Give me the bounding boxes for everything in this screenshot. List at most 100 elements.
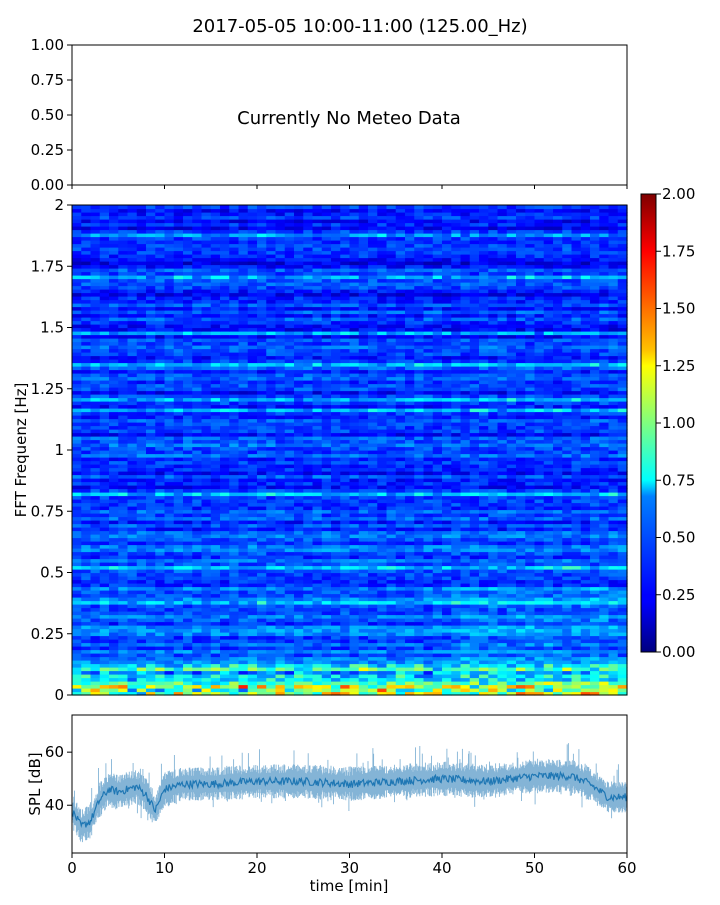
heatmap-cell <box>590 566 600 570</box>
heatmap-cell <box>257 643 267 647</box>
heatmap-cell <box>211 688 221 692</box>
heatmap-cell <box>211 527 221 531</box>
heatmap-cell <box>248 457 258 461</box>
heatmap-cell <box>488 538 498 542</box>
heatmap-cell <box>331 678 341 682</box>
heatmap-cell <box>285 587 295 591</box>
heatmap-cell <box>553 545 563 549</box>
heatmap-cell <box>331 685 341 689</box>
heatmap-cell <box>525 618 535 622</box>
heatmap-cell <box>285 517 295 521</box>
heatmap-cell <box>507 524 517 528</box>
heatmap-cell <box>276 643 286 647</box>
heatmap-cell <box>229 475 239 479</box>
heatmap-cell <box>479 611 489 615</box>
heatmap-cell <box>248 538 258 542</box>
heatmap-cell <box>442 664 452 668</box>
heatmap-cell <box>155 475 165 479</box>
heatmap-cell <box>137 538 147 542</box>
heatmap-cell <box>618 629 628 633</box>
heatmap-cell <box>442 408 452 412</box>
heatmap-cell <box>470 408 480 412</box>
heatmap-cell <box>359 671 369 675</box>
heatmap-cell <box>387 646 397 650</box>
heatmap-cell <box>368 650 378 654</box>
heatmap-cell <box>396 433 406 437</box>
heatmap-cell <box>451 538 461 542</box>
heatmap-cell <box>609 440 619 444</box>
heatmap-cell <box>405 415 415 419</box>
heatmap-cell <box>590 674 600 678</box>
heatmap-cell <box>220 629 230 633</box>
heatmap-cell <box>488 611 498 615</box>
heatmap-cell <box>535 548 545 552</box>
heatmap-cell <box>368 604 378 608</box>
heatmap-cell <box>100 517 110 521</box>
heatmap-cell <box>128 660 138 664</box>
heatmap-cell <box>313 412 323 416</box>
heatmap-cell <box>202 597 212 601</box>
heatmap-cell <box>146 436 156 440</box>
heatmap-cell <box>507 559 517 563</box>
heatmap-cell <box>165 639 175 643</box>
heatmap-cell <box>257 527 267 531</box>
heatmap-cell <box>276 440 286 444</box>
heatmap-cell <box>322 667 332 671</box>
heatmap-cell <box>109 471 119 475</box>
heatmap-cell <box>535 475 545 479</box>
heatmap-cell <box>174 461 184 465</box>
heatmap-cell <box>479 573 489 577</box>
heatmap-cell <box>229 608 239 612</box>
heatmap-cell <box>146 412 156 416</box>
heatmap-cell <box>155 608 165 612</box>
heatmap-cell <box>128 489 138 493</box>
heatmap-cell <box>609 496 619 500</box>
heatmap-cell <box>192 468 202 472</box>
heatmap-cell <box>609 573 619 577</box>
heatmap-cell <box>451 492 461 496</box>
chart-title: 2017-05-05 10:00-11:00 (125.00_Hz) <box>192 16 527 37</box>
heatmap-cell <box>192 555 202 559</box>
heatmap-cell <box>581 611 591 615</box>
heatmap-cell <box>211 594 221 598</box>
heatmap-cell <box>488 576 498 580</box>
heatmap-cell <box>359 625 369 629</box>
heatmap-cell <box>359 429 369 433</box>
heatmap-cell <box>609 657 619 661</box>
heatmap-cell <box>377 639 387 643</box>
heatmap-cell <box>137 485 147 489</box>
heatmap-cell <box>303 429 313 433</box>
heatmap-cell <box>239 510 249 514</box>
heatmap-cell <box>266 559 276 563</box>
heatmap-cell <box>294 419 304 423</box>
heatmap-cell <box>137 604 147 608</box>
heatmap-cell <box>313 520 323 524</box>
heatmap-cell <box>174 590 184 594</box>
heatmap-cell <box>100 629 110 633</box>
heatmap-cell <box>488 534 498 538</box>
heatmap-cell <box>599 541 609 545</box>
heatmap-cell <box>202 517 212 521</box>
heatmap-cell <box>91 510 101 514</box>
heatmap-cell <box>562 436 572 440</box>
heatmap-cell <box>285 485 295 489</box>
heatmap-cell <box>553 538 563 542</box>
heatmap-cell <box>100 426 110 430</box>
heatmap-cell <box>572 559 582 563</box>
heatmap-cell <box>322 653 332 657</box>
heatmap-cell <box>618 499 628 503</box>
heatmap-cell <box>220 657 230 661</box>
heatmap-cell <box>609 555 619 559</box>
heatmap-cell <box>183 597 193 601</box>
heatmap-cell <box>248 594 258 598</box>
heatmap-cell <box>442 513 452 517</box>
heatmap-cell <box>599 436 609 440</box>
heatmap-cell <box>109 664 119 668</box>
heatmap-cell <box>581 587 591 591</box>
heatmap-cell <box>128 611 138 615</box>
heatmap-cell <box>303 478 313 482</box>
heatmap-cell <box>128 562 138 566</box>
heatmap-cell <box>479 517 489 521</box>
heatmap-cell <box>414 482 424 486</box>
heatmap-cell <box>239 597 249 601</box>
